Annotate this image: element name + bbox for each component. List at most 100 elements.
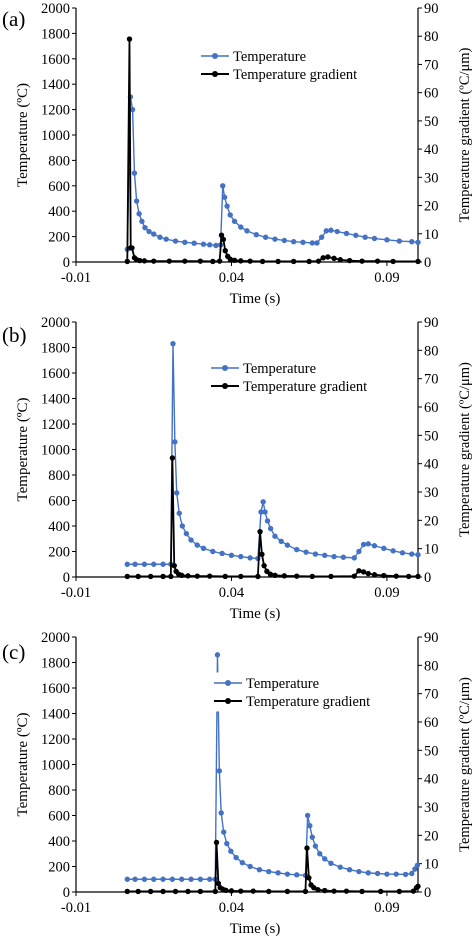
temperature-point (183, 530, 190, 537)
temperature-gradient-point (182, 258, 188, 264)
right-y-tick-label: 0 (424, 885, 431, 901)
temperature-gradient-point (168, 573, 174, 580)
temperature-gradient-point (374, 258, 381, 264)
temperature-gradient-point (212, 888, 218, 895)
temperature-gradient-point (218, 232, 225, 238)
temperature-point (337, 864, 343, 870)
legend-gradient-label: Temperature gradient (243, 379, 367, 395)
legend-gradient-swatch-marker (212, 71, 218, 77)
temperature-gradient-point (351, 573, 357, 579)
temperature-gradient-point (381, 572, 387, 579)
temperature-gradient-point (281, 573, 288, 579)
temperature-gradient-point (141, 258, 148, 264)
temperature-point (200, 241, 207, 247)
left-y-tick-label: 400 (48, 519, 70, 535)
left-y-tick-label: 0 (63, 255, 70, 271)
temperature-gradient-point (390, 258, 396, 265)
temperature-point (384, 237, 390, 243)
temperature-point (220, 829, 227, 835)
temperature-point (328, 227, 334, 233)
legend-temperature-label: Temperature (233, 49, 306, 65)
panel-label: (c) (2, 640, 25, 664)
left-y-tick-label: 200 (48, 230, 70, 246)
temperature-point (160, 876, 166, 882)
temperature-point (220, 183, 226, 189)
temperature-point (284, 542, 291, 548)
temperature-point (264, 518, 271, 524)
temperature-point (133, 198, 140, 204)
legend-box (209, 672, 411, 712)
left-y-tick-label: 800 (48, 153, 70, 169)
temperature-gradient-point (294, 573, 300, 579)
left-y-tick-label: 2000 (41, 630, 70, 646)
temperature-gradient-point (396, 888, 403, 895)
temperature-point (415, 551, 421, 558)
temperature-point (414, 862, 421, 868)
temperature-point (374, 870, 381, 877)
right-y-tick-label: 90 (424, 630, 439, 646)
temperature-point (146, 228, 152, 235)
right-y-tick-label: 30 (424, 485, 439, 501)
temperature-gradient-point (126, 36, 133, 42)
temperature-point (351, 555, 357, 561)
temperature-gradient-point (304, 845, 310, 851)
right-y-tick-label: 40 (424, 457, 439, 473)
temperature-gradient-point (371, 572, 378, 578)
x-tick-label: 0.04 (219, 270, 245, 286)
temperature-gradient-line (127, 841, 419, 893)
left-y-tick-label: 0 (63, 885, 70, 901)
chart-panel-1: (a)0200400600800100012001400160018002000… (2, 1, 473, 307)
right-y-tick-label: 70 (424, 687, 439, 703)
temperature-point (346, 866, 353, 873)
temperature-gradient-point (172, 888, 179, 895)
left-y-tick-label: 1800 (41, 26, 70, 42)
temperature-gradient-point (160, 573, 166, 580)
right-y-tick-label: 20 (424, 828, 439, 844)
temperature-point (141, 561, 148, 567)
temperature-point (309, 240, 315, 246)
temperature-point (356, 548, 362, 555)
temperature-gradient-point (185, 573, 191, 579)
left-y-tick-label: 200 (48, 860, 70, 876)
temperature-gradient-point (359, 258, 365, 264)
temperature-point (191, 240, 197, 246)
temperature-point (262, 234, 269, 240)
temperature-gradient-series (124, 455, 421, 580)
right-y-tick-label: 60 (424, 86, 439, 102)
left-y-tick-label: 1400 (41, 707, 70, 723)
temperature-gradient-point (210, 258, 216, 265)
temperature-gradient-point (315, 887, 321, 893)
temperature-gradient-point (337, 257, 343, 263)
temperature-point (231, 218, 238, 225)
left-y-tick-label: 1600 (41, 681, 70, 697)
temperature-point (312, 843, 319, 849)
temperature-point (353, 232, 359, 239)
x-tick-label: 0.09 (374, 585, 399, 601)
temperature-gradient-point (261, 562, 267, 569)
temperature-point (340, 554, 347, 560)
temperature-gradient-point (194, 573, 200, 579)
left-y-tick-label: 1800 (41, 341, 70, 357)
temperature-point (322, 856, 328, 862)
legend-gradient-swatch-marker (222, 383, 228, 389)
x-tick-label: 0.09 (374, 900, 399, 916)
temperature-gradient-point (222, 248, 228, 254)
left-y-tick-label: 2000 (41, 315, 70, 331)
temperature-gradient-point (284, 888, 291, 895)
right-y-tick-label: 70 (424, 372, 439, 388)
temperature-point (258, 509, 264, 515)
left-y-tick-label: 1400 (41, 77, 70, 93)
temperature-series (124, 94, 421, 252)
right-y-tick-label: 20 (424, 513, 439, 529)
temperature-gradient-point (250, 888, 256, 894)
temperature-point (179, 876, 185, 882)
temperature-gradient-point (306, 258, 312, 265)
chart-panel-2: (b)0200400600800100012001400160018002000… (2, 315, 473, 622)
temperature-gradient-point (255, 573, 261, 580)
legend: Temperature Temperature gradient (206, 357, 408, 397)
temperature-gradient-point (151, 258, 157, 264)
temperature-point (393, 871, 399, 877)
temperature-line (126, 96, 419, 250)
temperature-point (214, 652, 221, 658)
temperature-point (179, 523, 186, 529)
